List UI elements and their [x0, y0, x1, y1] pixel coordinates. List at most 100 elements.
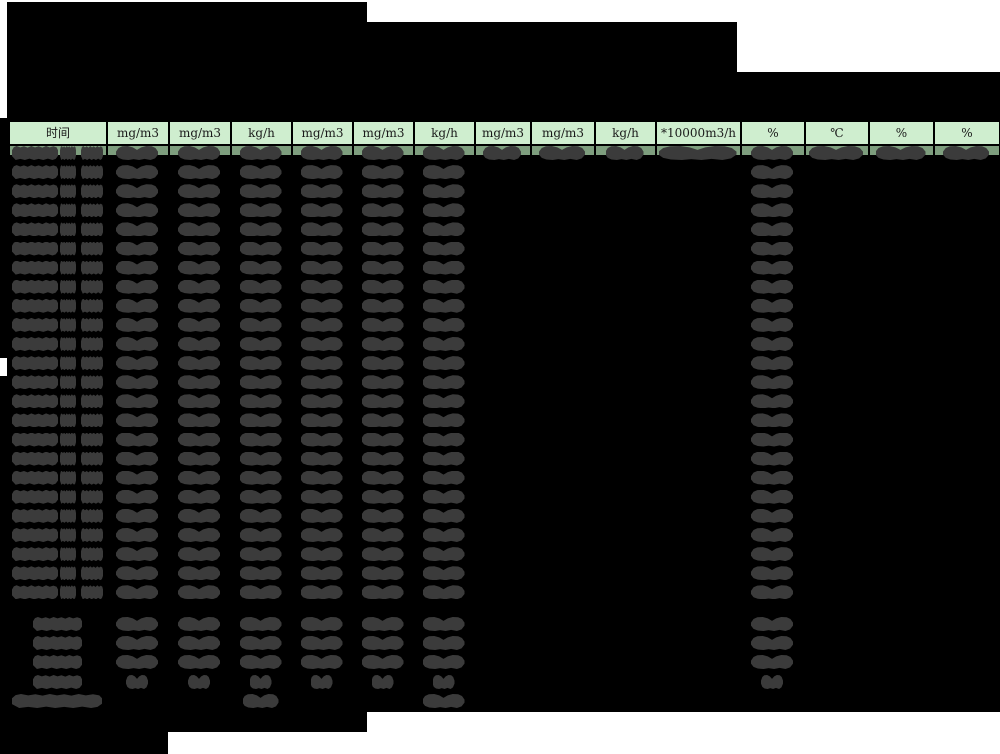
redacted-value [300, 146, 343, 160]
redacted-timestamp [81, 222, 103, 237]
redacted-value [751, 394, 793, 409]
redacted-value [361, 636, 404, 650]
redacted-value [239, 636, 282, 650]
header-cell-pct-3: % [935, 122, 999, 144]
redacted-timestamp [81, 375, 103, 390]
redacted-value [239, 279, 282, 294]
redacted-value [422, 356, 465, 371]
redacted-value [116, 547, 158, 562]
redacted-value [116, 184, 158, 199]
redaction-bottom-step1 [0, 712, 367, 732]
redacted-value [116, 203, 158, 218]
redacted-timestamp [81, 432, 103, 447]
redacted-timestamp [12, 585, 58, 600]
redacted-value [422, 432, 465, 447]
header-cell-time: 时间 [10, 122, 106, 144]
redacted-timestamp [12, 470, 58, 485]
redacted-value [361, 356, 404, 371]
redacted-value [239, 375, 282, 390]
redacted-value [239, 617, 282, 631]
redacted-value [422, 508, 465, 523]
redacted-value [178, 451, 220, 466]
redacted-value [300, 337, 343, 351]
header-cell-flow: *10000m3/h [657, 122, 740, 144]
redacted-timestamp [81, 317, 103, 332]
redacted-timestamp [12, 508, 58, 523]
header-cell-kgh-3: kg/h [596, 122, 655, 144]
redacted-value [178, 617, 220, 631]
redacted-value [239, 566, 282, 581]
redacted-value [422, 636, 465, 650]
redacted-value [751, 566, 793, 581]
redacted-value [361, 394, 404, 409]
redacted-value [178, 655, 220, 669]
redacted-value [422, 279, 465, 294]
header-cell-mgm3-1: mg/m3 [108, 122, 168, 144]
redacted-value [300, 298, 343, 313]
redacted-value [751, 356, 793, 371]
redacted-value [300, 636, 343, 650]
header-cell-temp: ℃ [806, 122, 868, 144]
redacted-value [239, 655, 282, 669]
redacted-value [178, 222, 220, 237]
redacted-timestamp [81, 165, 103, 180]
redacted-value [116, 165, 158, 180]
redaction-bottom-step2 [0, 732, 168, 754]
redacted-value [300, 260, 343, 275]
redacted-timestamp [12, 375, 58, 390]
redacted-value [116, 298, 158, 313]
redacted-value [300, 394, 343, 409]
redacted-value [422, 413, 465, 428]
redacted-value [751, 547, 793, 562]
redacted-value [178, 356, 220, 371]
redacted-value [422, 489, 465, 504]
redacted-value [361, 203, 404, 218]
redacted-value [361, 260, 404, 275]
redacted-value [751, 279, 793, 294]
redacted-value [178, 241, 220, 256]
redacted-value [658, 146, 737, 160]
redacted-value [178, 508, 220, 523]
redacted-summary-label [33, 636, 82, 650]
redacted-value [116, 636, 158, 650]
redacted-value [239, 203, 282, 218]
band-cell [10, 146, 106, 155]
redacted-timestamp [12, 394, 58, 409]
redacted-value [300, 203, 343, 218]
redacted-timestamp [12, 165, 58, 180]
redacted-timestamp [60, 165, 76, 180]
redacted-value [178, 165, 220, 180]
redacted-value [361, 432, 404, 447]
redacted-value [116, 470, 158, 485]
redaction-banner-mid [7, 22, 737, 72]
redacted-value [751, 585, 793, 600]
redacted-timestamp [12, 203, 58, 218]
redacted-value [249, 675, 272, 689]
redacted-value [751, 617, 793, 631]
redaction-banner-wide [7, 72, 1000, 118]
redacted-value [361, 508, 404, 523]
redacted-value [239, 241, 282, 256]
redacted-value [239, 165, 282, 180]
redacted-timestamp [60, 298, 76, 313]
redacted-timestamp [12, 489, 58, 504]
header-cell-kgh-2: kg/h [415, 122, 474, 144]
redacted-timestamp [12, 298, 58, 313]
header-cell-mgm3-3: mg/m3 [293, 122, 352, 144]
redacted-timestamp [81, 585, 103, 600]
redacted-value [239, 146, 282, 160]
redacted-value [422, 337, 465, 351]
redacted-value [116, 566, 158, 581]
redacted-value [239, 451, 282, 466]
redacted-timestamp [60, 585, 76, 600]
redacted-value [178, 636, 220, 650]
redacted-timestamp [81, 203, 103, 218]
redacted-timestamp [12, 547, 58, 562]
redacted-timestamp [81, 470, 103, 485]
redacted-value [422, 451, 465, 466]
redacted-value [751, 413, 793, 428]
redacted-value [300, 432, 343, 447]
redacted-timestamp [81, 298, 103, 313]
header-cell-kgh-1: kg/h [232, 122, 291, 144]
redacted-value [178, 394, 220, 409]
